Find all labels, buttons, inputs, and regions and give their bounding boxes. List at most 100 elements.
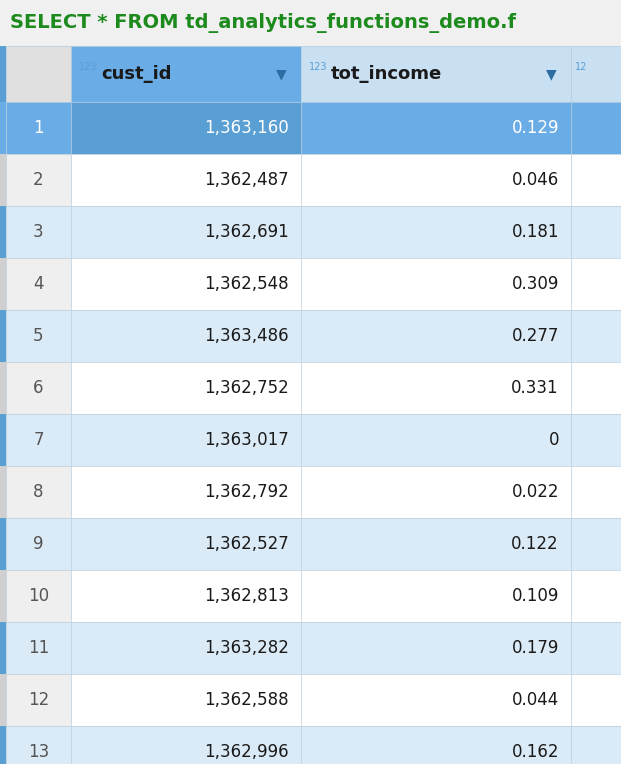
Bar: [571, 362, 621, 414]
Text: 0.309: 0.309: [512, 275, 559, 293]
Bar: [0, 154, 6, 206]
Text: 0.109: 0.109: [512, 587, 559, 605]
Text: 0.022: 0.022: [512, 483, 559, 501]
Bar: [71, 362, 301, 414]
Text: 1,363,017: 1,363,017: [204, 431, 289, 449]
Bar: [6, 46, 71, 102]
Text: 1,362,996: 1,362,996: [204, 743, 289, 761]
Text: tot_income: tot_income: [331, 65, 442, 83]
Text: 0.277: 0.277: [512, 327, 559, 345]
Text: 4: 4: [34, 275, 43, 293]
Text: 0.179: 0.179: [512, 639, 559, 657]
Bar: [301, 362, 571, 414]
Bar: [0, 726, 6, 764]
Text: 1,363,160: 1,363,160: [204, 119, 289, 137]
Bar: [301, 726, 571, 764]
Text: 0.046: 0.046: [512, 171, 559, 189]
Bar: [0, 206, 6, 258]
Text: 0.331: 0.331: [511, 379, 559, 397]
Bar: [71, 674, 301, 726]
Bar: [301, 674, 571, 726]
Bar: [6, 466, 71, 518]
Bar: [0, 310, 6, 362]
Text: SELECT * FROM td_analytics_functions_demo.f: SELECT * FROM td_analytics_functions_dem…: [10, 13, 516, 33]
Bar: [571, 46, 621, 102]
Bar: [71, 726, 301, 764]
Text: 1,362,487: 1,362,487: [204, 171, 289, 189]
Bar: [71, 258, 301, 310]
Bar: [571, 674, 621, 726]
Bar: [571, 466, 621, 518]
Bar: [571, 258, 621, 310]
Text: 0.181: 0.181: [512, 223, 559, 241]
Bar: [6, 726, 71, 764]
Bar: [571, 622, 621, 674]
Bar: [571, 518, 621, 570]
Text: 12: 12: [28, 691, 49, 709]
Text: 13: 13: [28, 743, 49, 761]
Text: 5: 5: [34, 327, 43, 345]
Bar: [71, 102, 301, 154]
Bar: [71, 518, 301, 570]
Bar: [301, 414, 571, 466]
Bar: [301, 518, 571, 570]
Text: 1,362,588: 1,362,588: [204, 691, 289, 709]
Text: 123: 123: [309, 62, 327, 72]
Bar: [71, 466, 301, 518]
Bar: [571, 310, 621, 362]
Bar: [6, 310, 71, 362]
Bar: [301, 466, 571, 518]
Bar: [571, 206, 621, 258]
Bar: [71, 310, 301, 362]
Text: 9: 9: [34, 535, 43, 553]
Bar: [6, 102, 71, 154]
Text: 8: 8: [34, 483, 43, 501]
Bar: [6, 674, 71, 726]
Bar: [0, 622, 6, 674]
Bar: [0, 102, 6, 154]
Bar: [71, 154, 301, 206]
Bar: [301, 102, 571, 154]
Text: ▼: ▼: [546, 67, 556, 81]
Text: 1,363,282: 1,363,282: [204, 639, 289, 657]
Bar: [71, 414, 301, 466]
Text: 1,363,486: 1,363,486: [204, 327, 289, 345]
Bar: [71, 622, 301, 674]
Bar: [0, 414, 6, 466]
Text: 1,362,792: 1,362,792: [204, 483, 289, 501]
Text: 10: 10: [28, 587, 49, 605]
Text: 1,362,527: 1,362,527: [204, 535, 289, 553]
Bar: [0, 518, 6, 570]
Bar: [6, 518, 71, 570]
Bar: [71, 570, 301, 622]
Text: 12: 12: [575, 62, 587, 72]
Bar: [6, 570, 71, 622]
Bar: [0, 362, 6, 414]
Text: 1: 1: [33, 119, 44, 137]
Text: 0: 0: [548, 431, 559, 449]
Bar: [0, 46, 6, 102]
Bar: [0, 258, 6, 310]
Bar: [0, 570, 6, 622]
Bar: [6, 258, 71, 310]
Bar: [571, 414, 621, 466]
Bar: [301, 622, 571, 674]
Text: 3: 3: [33, 223, 44, 241]
Bar: [0, 0, 621, 46]
Bar: [571, 726, 621, 764]
Bar: [6, 414, 71, 466]
Bar: [0, 466, 6, 518]
Bar: [301, 310, 571, 362]
Bar: [571, 154, 621, 206]
Text: 0.162: 0.162: [512, 743, 559, 761]
Text: 1,362,548: 1,362,548: [204, 275, 289, 293]
Bar: [301, 206, 571, 258]
Text: 2: 2: [33, 171, 44, 189]
Text: 11: 11: [28, 639, 49, 657]
Bar: [6, 622, 71, 674]
Bar: [301, 570, 571, 622]
Text: 1,362,752: 1,362,752: [204, 379, 289, 397]
Bar: [301, 46, 571, 102]
Bar: [71, 206, 301, 258]
Text: 0.129: 0.129: [512, 119, 559, 137]
